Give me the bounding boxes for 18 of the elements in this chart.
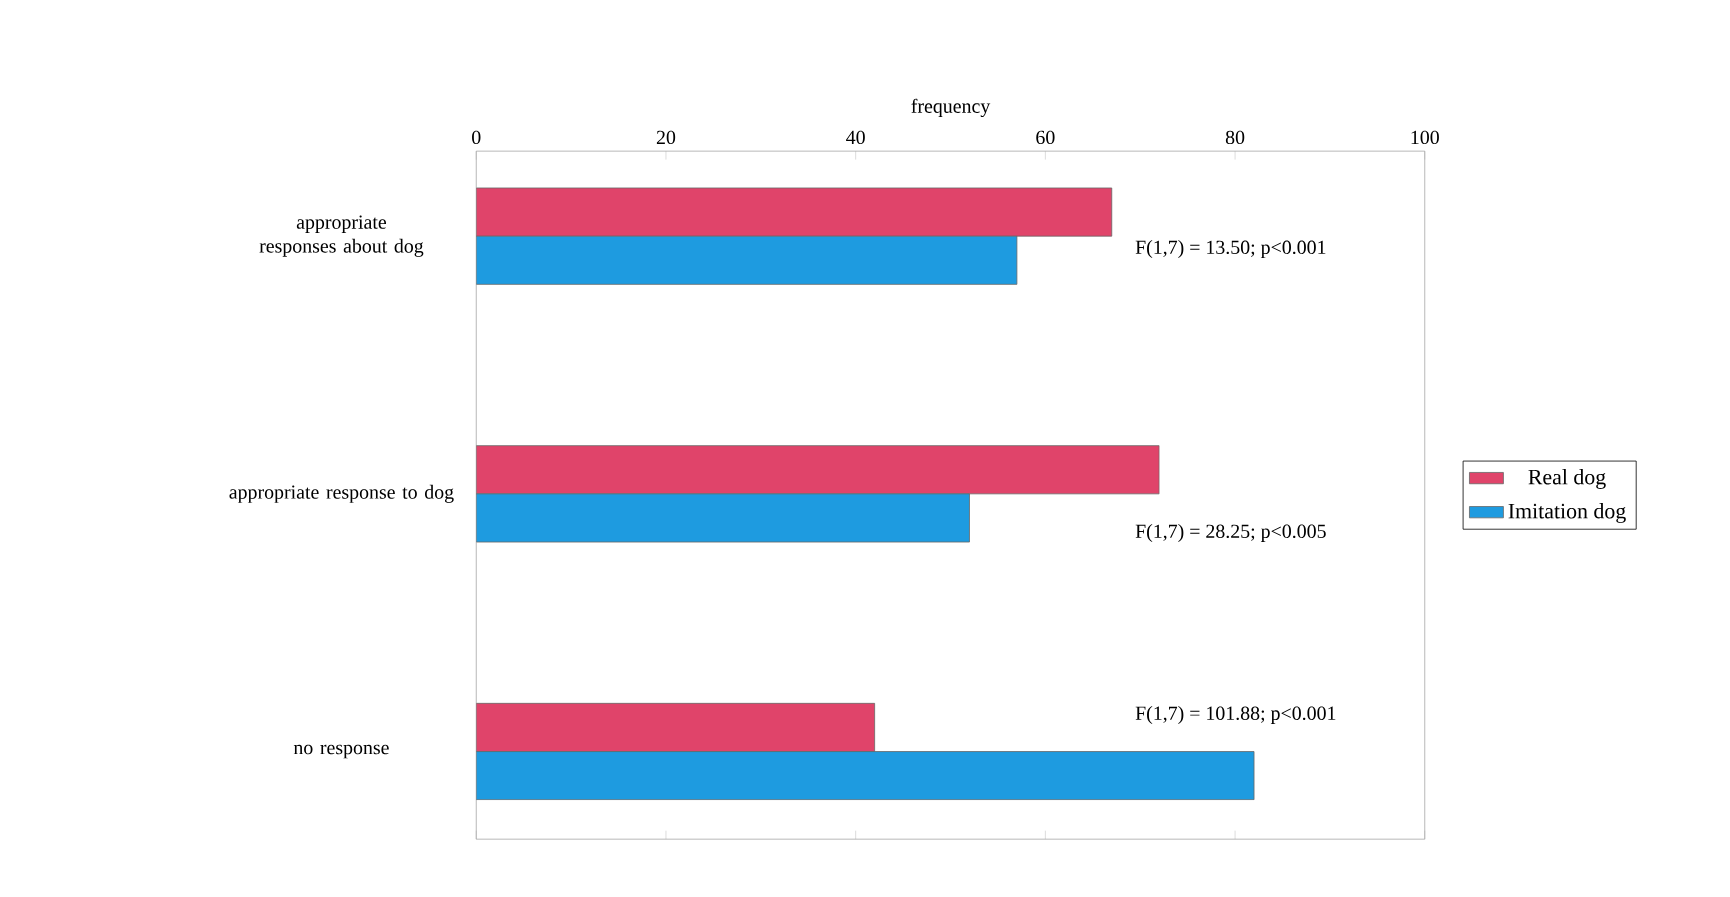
bar [476, 703, 876, 753]
y-tick-label: no response [293, 744, 389, 759]
x-tick-label: 0 [472, 130, 481, 145]
annotation: F(1,7) = 101.88; p<0.001 [1135, 706, 1336, 725]
annotation: F(1,7) = 13.50; p<0.001 [1135, 240, 1326, 259]
annotation: F(1,7) = 28.25; p<0.005 [1135, 524, 1326, 543]
x-tick-label: 60 [1036, 130, 1055, 145]
x-tick-label: 40 [846, 130, 865, 145]
x-tick-label: 80 [1225, 130, 1245, 145]
bar [476, 187, 1113, 237]
y-tick-label: appropriate responses about dog [259, 215, 424, 257]
y-tick-label: appropriate response to dog [229, 484, 454, 504]
legend-label: Real dog [1528, 469, 1606, 490]
legend-label: Imitation dog [1508, 503, 1626, 524]
x-tick-label: 100 [1411, 130, 1439, 145]
bar [476, 445, 1160, 495]
x-axis-title: frequency [911, 98, 991, 118]
x-tick-label: 20 [656, 130, 676, 145]
